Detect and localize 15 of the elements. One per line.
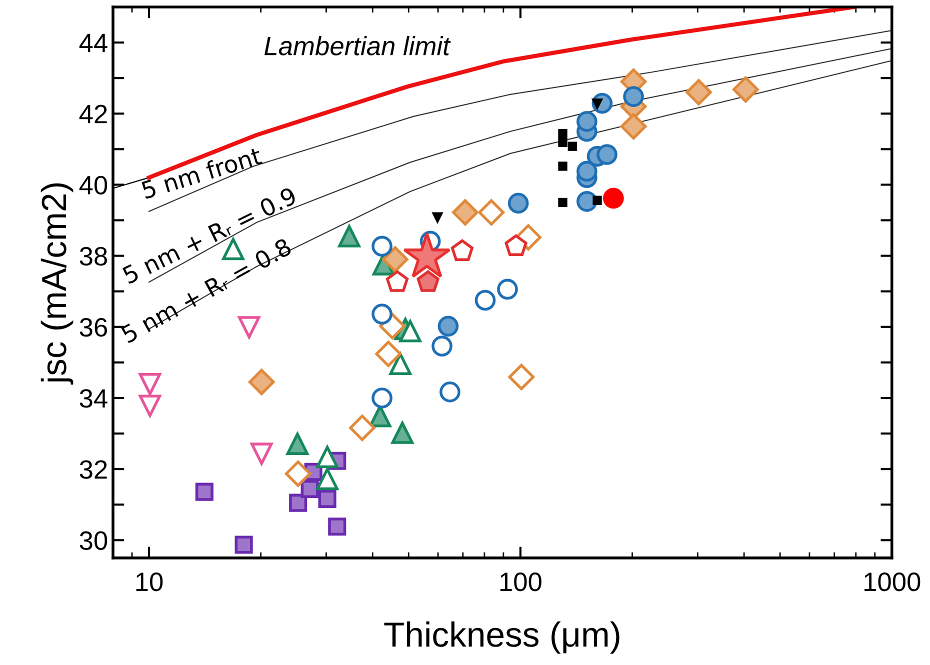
x-axis-title: Thickness (μm) [384,621,620,654]
annotation: 5 nm front [140,146,263,200]
annotation: Lambertian limit [264,36,451,56]
x-tick-label: 1000 [864,572,920,592]
y-tick-label: 40 [79,176,108,195]
x-tick-label: 100 [500,572,542,592]
y-tick-label: 44 [79,34,108,52]
y-axis-title: jsc (mA/cm2) [40,183,74,385]
y-tick-label: 42 [79,104,107,124]
y-tick-label: 32 [80,460,107,479]
x-tick-label: 10 [136,572,163,592]
y-tick-label: 38 [80,246,107,266]
y-tick-label: 30 [80,531,108,550]
y-tick-label: 36 [80,318,107,337]
y-tick-label: 34 [80,389,108,408]
